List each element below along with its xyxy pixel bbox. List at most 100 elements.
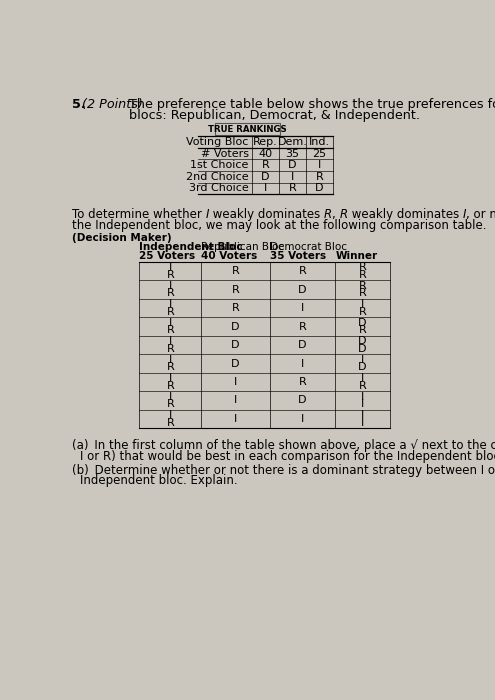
Text: (Decision Maker): (Decision Maker): [72, 232, 172, 243]
Text: blocs: Republican, Democrat, & Independent.: blocs: Republican, Democrat, & Independe…: [129, 108, 420, 122]
Text: I: I: [205, 208, 209, 221]
Text: D: D: [298, 285, 307, 295]
Text: I: I: [361, 355, 364, 365]
Text: I: I: [234, 377, 237, 387]
Text: I: I: [301, 358, 304, 368]
Text: ,: ,: [332, 208, 340, 221]
Text: Dem.: Dem.: [278, 137, 307, 147]
Text: R: R: [359, 307, 366, 317]
Text: R: R: [359, 288, 366, 298]
Text: D: D: [231, 321, 240, 332]
Text: D: D: [358, 344, 367, 354]
Text: R: R: [232, 285, 240, 295]
Text: weakly dominates: weakly dominates: [209, 208, 324, 221]
Text: I: I: [169, 391, 172, 402]
Text: I: I: [169, 318, 172, 328]
Text: 35 Voters: 35 Voters: [270, 251, 326, 261]
Text: (b) Determine whether or not there is a dominant strategy between I or R for the: (b) Determine whether or not there is a …: [72, 463, 495, 477]
Text: R: R: [232, 266, 240, 276]
Text: D: D: [231, 340, 240, 350]
Text: 2nd Choice: 2nd Choice: [186, 172, 248, 182]
Text: R: R: [316, 172, 323, 182]
Text: R: R: [166, 344, 174, 354]
Text: R: R: [166, 288, 174, 298]
Text: I: I: [169, 281, 172, 290]
Text: D: D: [358, 336, 367, 346]
Text: R: R: [166, 326, 174, 335]
Text: 25 Voters: 25 Voters: [140, 251, 196, 261]
Text: D: D: [298, 395, 307, 405]
Text: I: I: [169, 299, 172, 309]
FancyBboxPatch shape: [215, 123, 280, 134]
Text: I: I: [169, 410, 172, 420]
Text: R: R: [298, 266, 306, 276]
Text: R: R: [359, 326, 366, 335]
Text: I: I: [463, 208, 466, 221]
Text: D: D: [261, 172, 270, 182]
Text: D: D: [358, 318, 367, 328]
Text: I: I: [169, 373, 172, 383]
Text: the Independent bloc, we may look at the following comparison table.: the Independent bloc, we may look at the…: [72, 218, 487, 232]
Text: I: I: [169, 355, 172, 365]
Text: Rep.: Rep.: [253, 137, 278, 147]
Text: R: R: [166, 363, 174, 372]
Text: R: R: [298, 377, 306, 387]
Text: R: R: [340, 208, 348, 221]
Text: R: R: [166, 418, 174, 428]
Text: 5.: 5.: [72, 98, 86, 111]
Text: I: I: [361, 399, 364, 409]
Text: R: R: [359, 262, 366, 272]
Text: I: I: [301, 303, 304, 313]
Text: I: I: [169, 262, 172, 272]
Text: Ind.: Ind.: [309, 137, 330, 147]
Text: R: R: [232, 303, 240, 313]
Text: I: I: [361, 410, 364, 420]
Text: To determine whether: To determine whether: [72, 208, 205, 221]
Text: I: I: [361, 418, 364, 428]
Text: I: I: [318, 160, 321, 170]
Text: I: I: [234, 395, 237, 405]
Text: I or R) that would be best in each comparison for the Independent bloc.: I or R) that would be best in each compa…: [81, 450, 495, 463]
Text: R: R: [359, 381, 366, 391]
Text: 40 Voters: 40 Voters: [201, 251, 257, 261]
Text: Independent Bloc: Independent Bloc: [140, 242, 243, 252]
Text: R: R: [298, 321, 306, 332]
Text: R: R: [261, 160, 269, 170]
Text: I: I: [361, 373, 364, 383]
Text: # Voters: # Voters: [200, 148, 248, 159]
Text: R: R: [324, 208, 332, 221]
Text: Independent bloc. Explain.: Independent bloc. Explain.: [81, 475, 238, 487]
Text: I: I: [234, 414, 237, 424]
Text: 3rd Choice: 3rd Choice: [189, 183, 248, 193]
Text: D: D: [358, 363, 367, 372]
Text: D: D: [288, 160, 297, 170]
Text: R: R: [166, 399, 174, 409]
Text: R: R: [359, 270, 366, 280]
Text: R: R: [359, 281, 366, 290]
Text: R: R: [166, 307, 174, 317]
Text: Democrat Bloc: Democrat Bloc: [270, 242, 346, 252]
Text: I: I: [361, 299, 364, 309]
Text: I: I: [264, 183, 267, 193]
Text: weakly dominates: weakly dominates: [348, 208, 463, 221]
Text: 40: 40: [258, 148, 272, 159]
Text: I: I: [291, 172, 294, 182]
Text: D: D: [315, 183, 324, 193]
Text: (a) In the first column of the table shown above, place a √ next to the choice (: (a) In the first column of the table sho…: [72, 439, 495, 452]
Text: TRUE RANKINGS: TRUE RANKINGS: [208, 125, 287, 134]
Text: Republican Bloc: Republican Bloc: [201, 242, 285, 252]
Text: R: R: [166, 270, 174, 280]
Text: D: D: [298, 340, 307, 350]
Text: R: R: [289, 183, 297, 193]
Text: R: R: [166, 381, 174, 391]
Text: (2 Points): (2 Points): [82, 98, 143, 111]
Text: 25: 25: [312, 148, 327, 159]
Text: I: I: [169, 336, 172, 346]
Text: , or neither for: , or neither for: [466, 208, 495, 221]
Text: I: I: [301, 414, 304, 424]
Text: Voting Bloc: Voting Bloc: [186, 137, 248, 147]
Text: D: D: [231, 358, 240, 368]
Text: 1st Choice: 1st Choice: [190, 160, 248, 170]
Text: 35: 35: [286, 148, 299, 159]
Text: I: I: [361, 391, 364, 402]
